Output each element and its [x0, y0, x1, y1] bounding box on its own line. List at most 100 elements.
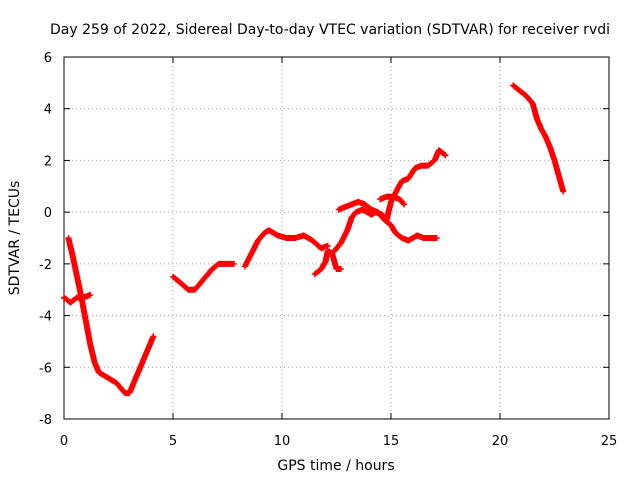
data-point — [361, 208, 364, 211]
x-tick-label: 15 — [383, 434, 400, 449]
plot-frame — [63, 56, 610, 420]
data-point — [435, 237, 438, 239]
x-tick-label: 5 — [169, 434, 177, 449]
data-point — [311, 239, 314, 242]
data-point — [433, 159, 436, 162]
data-point — [226, 263, 229, 265]
data-point — [63, 296, 65, 299]
data-point — [268, 229, 270, 232]
data-point — [512, 84, 514, 87]
data-point — [115, 381, 118, 384]
data-point — [152, 335, 155, 338]
data-point — [518, 89, 521, 92]
data-point — [401, 180, 403, 183]
data-point — [385, 195, 388, 198]
data-series — [65, 235, 157, 397]
data-point — [357, 200, 360, 203]
y-tick-label: -6 — [39, 361, 52, 376]
data-point — [67, 237, 70, 239]
data-point — [313, 273, 316, 276]
series-markers — [311, 247, 344, 278]
data-point — [148, 345, 150, 348]
data-point — [106, 376, 109, 379]
y-tick-label: -4 — [39, 310, 52, 325]
data-point — [69, 301, 72, 304]
data-point — [285, 237, 288, 239]
y-tick-label: 6 — [44, 51, 52, 66]
data-point — [93, 361, 96, 363]
x-tick-label: 20 — [492, 434, 509, 449]
data-point — [89, 294, 92, 296]
data-series — [335, 198, 440, 244]
data-point — [217, 263, 220, 265]
data-point — [76, 296, 78, 299]
data-point — [531, 102, 534, 105]
data-point — [398, 198, 401, 201]
data-point — [403, 203, 405, 206]
data-series — [377, 193, 408, 208]
data-point — [320, 268, 323, 270]
data-point — [244, 265, 246, 268]
data-point — [135, 376, 137, 379]
data-point — [558, 175, 560, 177]
x-tick-labels: 0 5 10 15 20 25 — [60, 434, 617, 449]
series-markers — [241, 227, 331, 270]
data-point — [549, 146, 551, 149]
data-series — [170, 260, 237, 293]
series-markers — [61, 291, 94, 306]
data-point — [390, 200, 392, 203]
data-series — [241, 227, 331, 270]
data-point — [444, 154, 447, 157]
data-point — [370, 208, 373, 211]
data-point — [407, 239, 410, 242]
grid — [64, 57, 609, 419]
data-point — [392, 195, 395, 198]
data-point — [363, 203, 366, 206]
data-point — [331, 252, 333, 255]
data-point — [333, 250, 336, 252]
data-point — [396, 188, 399, 190]
data-point — [326, 244, 329, 247]
data-point — [350, 216, 353, 219]
chart-title: Day 259 of 2022, Sidereal Day-to-day VTE… — [50, 22, 610, 38]
data-point — [128, 392, 131, 394]
data-point — [211, 268, 214, 270]
data-point — [394, 231, 397, 234]
data-point — [263, 231, 266, 234]
data-point — [193, 288, 196, 291]
data-point — [320, 247, 323, 250]
data-point — [383, 219, 386, 221]
data-series — [331, 147, 449, 254]
data-point — [71, 255, 74, 257]
data-point — [438, 149, 440, 152]
data-point — [124, 392, 126, 394]
data-point — [427, 164, 429, 167]
data-point — [377, 211, 379, 214]
data-series — [61, 291, 94, 306]
axis-ticks — [63, 56, 610, 420]
series-markers — [170, 260, 237, 293]
y-tick-label: -8 — [39, 413, 52, 428]
data-point — [335, 268, 338, 270]
data-point — [340, 268, 342, 270]
data-point — [379, 198, 381, 201]
data-point — [324, 260, 327, 263]
data-point — [276, 234, 279, 237]
x-tick-label: 25 — [601, 434, 618, 449]
data-point — [540, 128, 543, 131]
y-tick-label: 2 — [44, 154, 52, 169]
data-point — [366, 211, 368, 214]
y-tick-label: -2 — [39, 258, 52, 273]
data-series — [510, 82, 567, 195]
data-point — [340, 242, 342, 245]
data-point — [233, 263, 235, 265]
y-tick-labels: -8 -6 -4 -2 0 2 4 6 — [39, 51, 52, 428]
data-point — [553, 159, 556, 162]
x-axis-label: GPS time / hours — [277, 458, 394, 474]
data-point — [401, 237, 403, 239]
data-point — [350, 203, 353, 206]
data-point — [141, 361, 144, 363]
x-tick-label: 10 — [274, 434, 291, 449]
data-point — [76, 275, 78, 278]
